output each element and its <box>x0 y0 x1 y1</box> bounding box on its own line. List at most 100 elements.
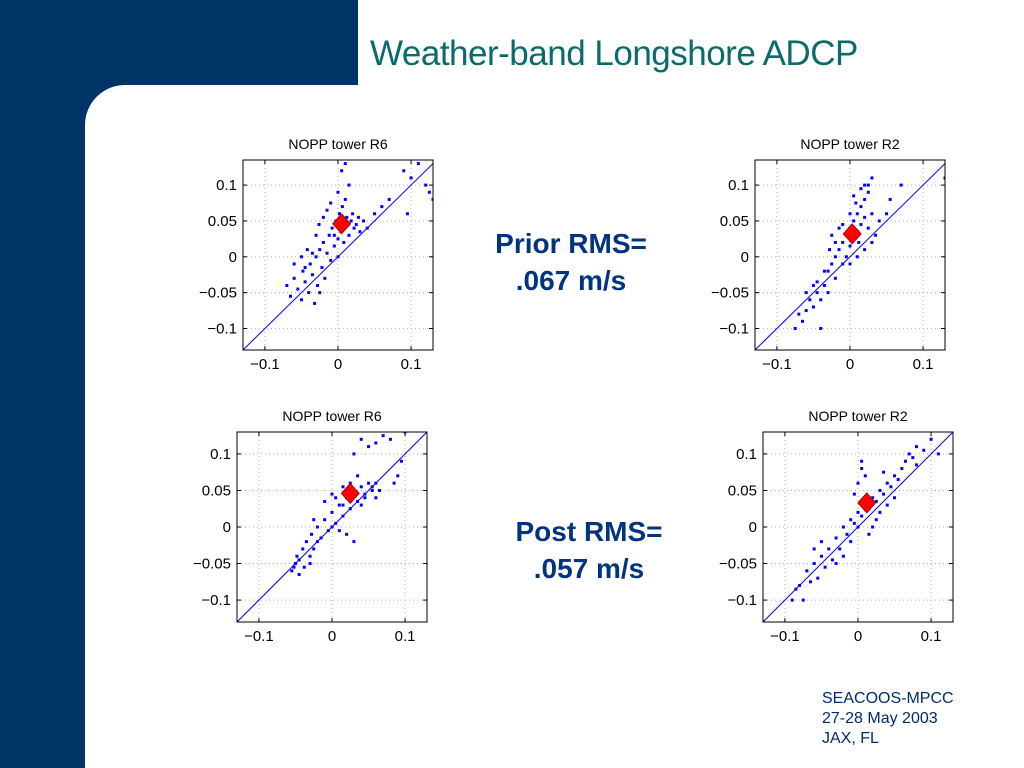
scatter-point <box>863 183 867 187</box>
scatter-point <box>330 525 334 529</box>
scatter-point <box>798 583 802 587</box>
y-tick-label: −0.05 <box>719 556 757 573</box>
scatter-point <box>396 474 400 478</box>
chart-title: NOPP tower R6 <box>288 136 388 152</box>
scatter-point <box>823 565 827 569</box>
top-left-band <box>0 0 358 85</box>
scatter-point <box>325 251 329 255</box>
x-tick-label: −0.1 <box>770 628 800 645</box>
scatter-point <box>337 503 341 507</box>
scatter-point <box>290 569 294 573</box>
scatter-point <box>860 514 864 518</box>
scatter-point <box>866 183 870 187</box>
scatter-point <box>885 481 889 485</box>
scatter-point <box>295 554 299 558</box>
x-tick-label: 0 <box>328 628 336 645</box>
scatter-point <box>351 212 355 216</box>
scatter-post-r2: −0.1 0 0.1 −0.1 −0.05 0 0.05 0.1 NOPP tower R2 <box>719 408 954 645</box>
scatter-point <box>367 481 371 485</box>
scatter-point <box>860 467 864 471</box>
scatter-point <box>330 492 334 496</box>
scatter-point <box>849 518 853 522</box>
scatter-point <box>822 269 826 273</box>
scatter-point <box>805 569 809 573</box>
mean-marker <box>340 482 360 504</box>
scatter-point <box>347 183 351 187</box>
scatter-point <box>365 226 369 230</box>
scatter-point <box>293 562 297 566</box>
scatter-point <box>936 452 940 456</box>
scatter-point <box>399 459 403 463</box>
scatter-point <box>297 558 301 562</box>
scatter-point <box>352 226 356 230</box>
scatter-point <box>830 558 834 562</box>
scatter-point <box>849 540 853 544</box>
scatter-point <box>885 503 889 507</box>
chart-title: NOPP tower R2 <box>808 408 908 424</box>
scatter-point <box>904 459 907 463</box>
scatter-point <box>819 554 823 558</box>
scatter-point <box>345 215 349 219</box>
scatter-point <box>826 269 830 273</box>
scatter-point <box>896 478 900 481</box>
scatter-point <box>833 240 837 244</box>
scatter-point <box>292 276 296 280</box>
scatter-point <box>856 510 860 514</box>
scatter-point <box>308 262 312 266</box>
scatter-point <box>307 291 311 295</box>
scatter-point <box>319 536 323 540</box>
scatter-point <box>848 262 852 266</box>
scatter-point <box>878 510 882 514</box>
scatter-point <box>797 312 801 316</box>
mean-marker <box>332 213 352 235</box>
scatter-point <box>326 529 330 533</box>
scatter-point <box>819 298 823 302</box>
scatter-point <box>336 237 340 241</box>
scatter-point <box>808 298 812 302</box>
x-tick-label: 0.1 <box>921 628 942 645</box>
scatter-point <box>316 283 320 287</box>
y-tick-label: 0 <box>741 249 749 266</box>
scatter-point <box>871 496 875 500</box>
scatter-point <box>856 525 860 529</box>
post-rms-line2: .057 m/s <box>533 553 645 584</box>
scatter-point <box>337 212 341 216</box>
scatter-point <box>334 521 338 525</box>
x-tick-label: 0 <box>854 628 862 645</box>
scatter-point <box>352 540 356 544</box>
left-sidebar-band <box>0 0 85 768</box>
y-tick-label: −0.05 <box>711 285 749 302</box>
scatter-point <box>342 240 346 244</box>
scatter-point <box>852 194 856 198</box>
scatter-point <box>819 326 823 330</box>
scatter-point <box>312 518 316 522</box>
scatter-point <box>348 507 352 511</box>
scatter-point <box>341 514 345 518</box>
scatter-point <box>845 532 849 536</box>
scatter-point <box>893 496 897 500</box>
scatter-point <box>877 219 881 223</box>
scatter-point <box>811 283 815 287</box>
scatter-point <box>310 251 314 255</box>
prior-rms-line1: Prior RMS= <box>495 228 647 259</box>
scatter-point <box>888 197 892 201</box>
post-rms-line1: Post RMS= <box>515 516 663 547</box>
scatter-point <box>863 197 867 201</box>
scatter-point <box>359 485 363 489</box>
scatter-point <box>380 205 384 209</box>
scatter-point <box>871 525 875 529</box>
chart-title: NOPP tower R6 <box>282 408 382 424</box>
scatter-point <box>370 488 374 492</box>
x-tick-label: −0.1 <box>250 356 280 373</box>
scatter-point <box>804 309 808 313</box>
scatter-point <box>812 547 816 551</box>
scatter-prior-r6: −0.1 0 0.1 −0.1 −0.05 0 0.05 0.1 NOPP tower R6 <box>199 136 434 373</box>
scatter-point <box>315 540 319 544</box>
scatter-point <box>299 255 303 259</box>
scatter-point <box>863 248 867 252</box>
scatter-point <box>313 301 317 305</box>
scatter-point <box>815 291 819 295</box>
footer-info: SEACOOS-MPCC 27-28 May 2003 JAX, FL <box>822 689 954 749</box>
scatter-point <box>874 499 878 503</box>
scatter-point <box>356 215 360 219</box>
